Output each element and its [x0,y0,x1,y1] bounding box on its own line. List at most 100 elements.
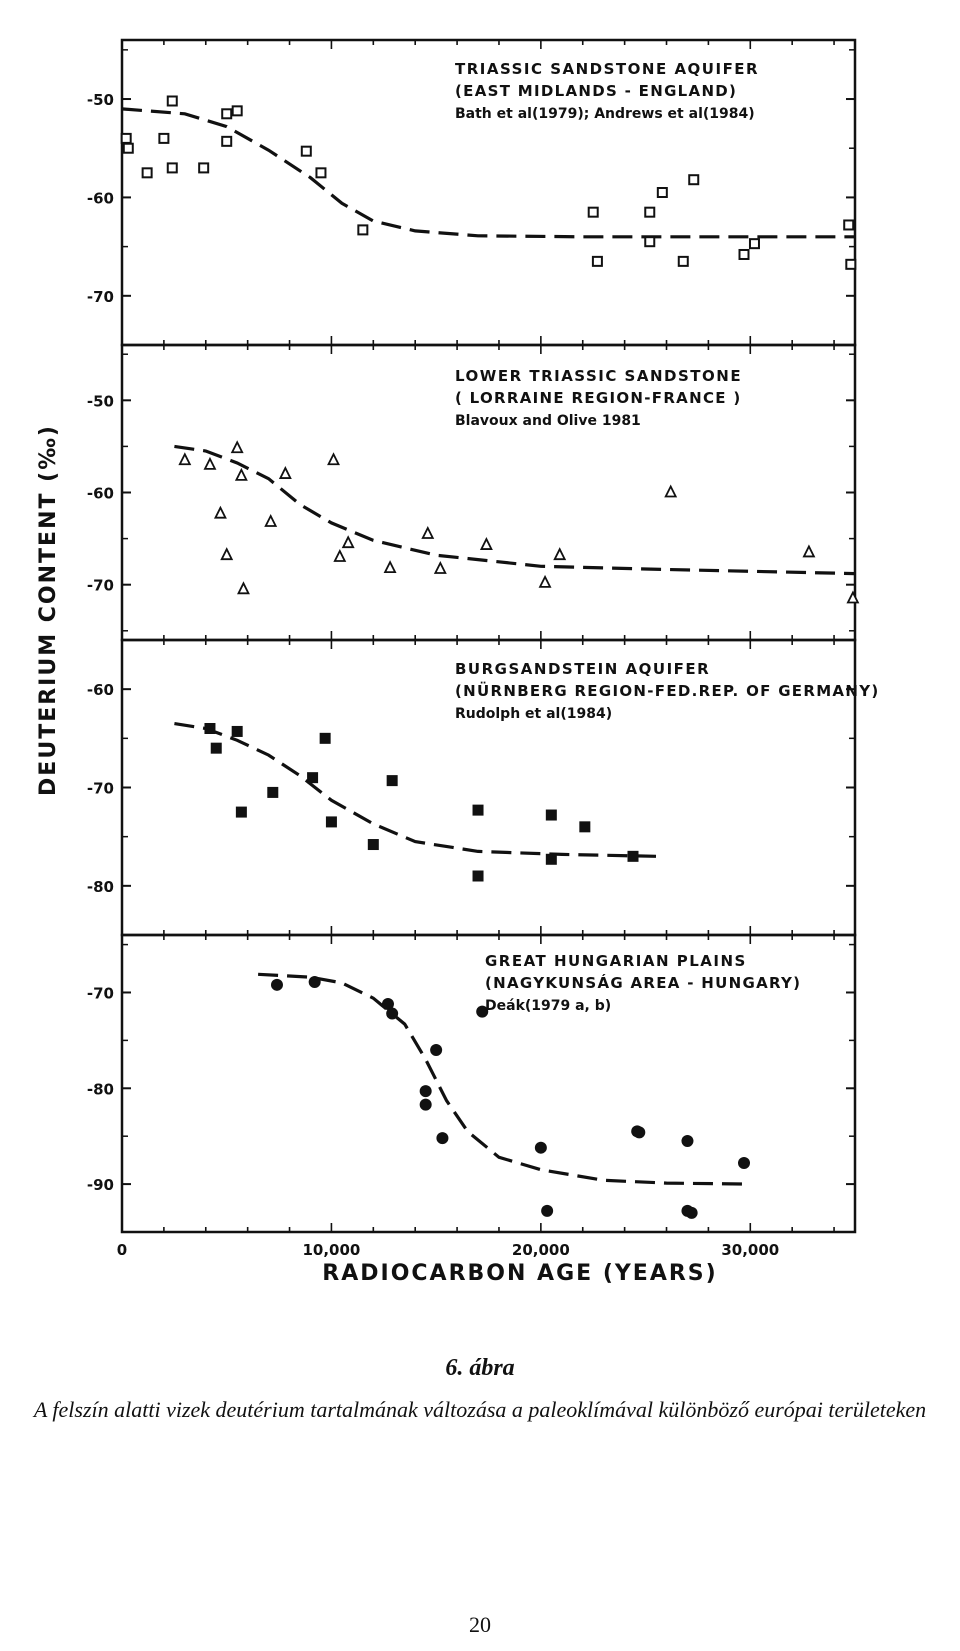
data-point [386,1007,399,1020]
data-point [633,1126,646,1139]
panel-source: Deák(1979 a, b) [485,998,611,1014]
y-tick-label: -50 [87,392,114,410]
panel-1: -50 -60 -70 TRIASSIC SANDSTONE AQUIFER (EAST… [87,38,857,347]
x-tick-label: 30,000 [721,1241,779,1259]
data-point [221,108,233,120]
data-point [367,839,379,851]
data-point [738,248,750,260]
data-point [122,142,134,154]
panel-title: TRIASSIC SANDSTONE AQUIFER [455,60,759,78]
data-point [656,187,668,198]
data-point [545,853,557,865]
panel-title: LOWER TRIASSIC SANDSTONE [455,367,742,385]
panel-2: -50 -60 -70 LOWER TRIASSIC SANDSTONE ( LORRA… [87,343,860,642]
data-point [587,206,599,218]
y-tick-label: -70 [87,577,114,595]
data-point [748,238,760,250]
data-point [681,1134,694,1147]
data-point [235,806,247,818]
data-point [166,162,178,174]
y-tick-label: -70 [87,780,114,798]
data-point [264,513,278,527]
data-point [203,456,217,470]
data-point [308,975,321,988]
data-point [178,452,192,466]
trend-curve [174,444,856,576]
y-tick-label: -80 [87,878,114,896]
x-tick-label: 0 [117,1241,127,1259]
data-point [845,258,857,270]
panel-subtitle: (NÜRNBERG REGION-FED.REP. OF GERMANY) [455,681,880,700]
data-point [141,167,153,179]
data-point [166,95,178,107]
data-point [307,772,319,784]
data-point [270,978,283,991]
deuterium-figure: -50 -60 -70 TRIASSIC SANDSTONE AQUIFER (EAST… [36,38,880,1286]
data-point [300,145,312,157]
y-tick-label: -60 [87,189,114,207]
data-point [436,1132,449,1145]
y-tick-label: -70 [87,288,114,306]
data-point [237,581,250,595]
x-tick-label: 10,000 [302,1241,360,1259]
data-point [210,742,222,754]
data-point [644,236,656,248]
panel-source: Rudolph et al(1984) [455,706,612,722]
panel-subtitle: (EAST MIDLANDS - ENGLAND) [455,82,737,100]
data-point [846,590,860,604]
x-axis-label: RADIOCARBON AGE (YEARS) [322,1261,717,1286]
data-point [534,1141,547,1154]
panel-title: GREAT HUNGARIAN PLAINS [485,952,747,970]
data-point [843,219,855,231]
data-point [664,484,678,498]
data-point [230,440,244,454]
data-point [627,850,639,862]
data-point [538,574,552,588]
data-point [158,132,170,144]
data-point [333,549,347,562]
panel-subtitle: (NAGYKUNSÁG AREA - HUNGARY) [485,973,801,992]
data-point [579,821,591,833]
panel-subtitle: ( LORRAINE REGION-FRANCE ) [455,389,741,407]
data-point [325,816,337,828]
data-point [644,206,656,218]
data-point [419,1085,432,1098]
data-point [541,1204,554,1217]
data-point [419,1098,432,1111]
x-tick-label: 20,000 [512,1241,570,1259]
panel-3: -60 -70 -80 BURGSANDSTEIN AQUIFER (NÜRNBERG … [87,638,880,937]
panel-source: Bath et al(1979); Andrews et al(1984) [455,106,755,122]
panel-source: Blavoux and Olive 1981 [455,413,641,429]
data-point [386,775,398,787]
data-point [234,467,248,481]
data-point [213,505,227,519]
trend-curve [258,972,751,1186]
data-point [357,224,369,236]
y-tick-label: -60 [87,681,114,699]
data-point [198,162,210,174]
data-point [341,535,355,549]
data-point [545,809,557,821]
data-point [591,255,603,267]
data-point [430,1043,443,1056]
data-point [421,525,435,539]
data-point [383,560,397,573]
data-point [204,723,216,734]
panel-4: -70 -80 -90 GREAT HUNGARIAN PLAINS (NAGYKUNS… [87,933,857,1234]
data-point [685,1206,698,1219]
data-point [220,547,234,561]
data-point [278,466,292,479]
data-point [231,105,243,117]
data-point [327,452,340,466]
data-point [677,255,689,267]
trend-curve [174,722,657,858]
data-point [319,732,331,744]
panel-title: BURGSANDSTEIN AQUIFER [455,660,710,678]
data-point [433,561,447,574]
data-point [688,174,700,186]
figure-caption: A felszín alatti vizek deutérium tartalm… [33,1397,927,1422]
y-tick-label: -80 [87,1080,114,1098]
data-point [553,547,567,561]
y-axis-label: DEUTERIUM CONTENT (‰) [36,424,61,796]
data-point [120,132,132,144]
